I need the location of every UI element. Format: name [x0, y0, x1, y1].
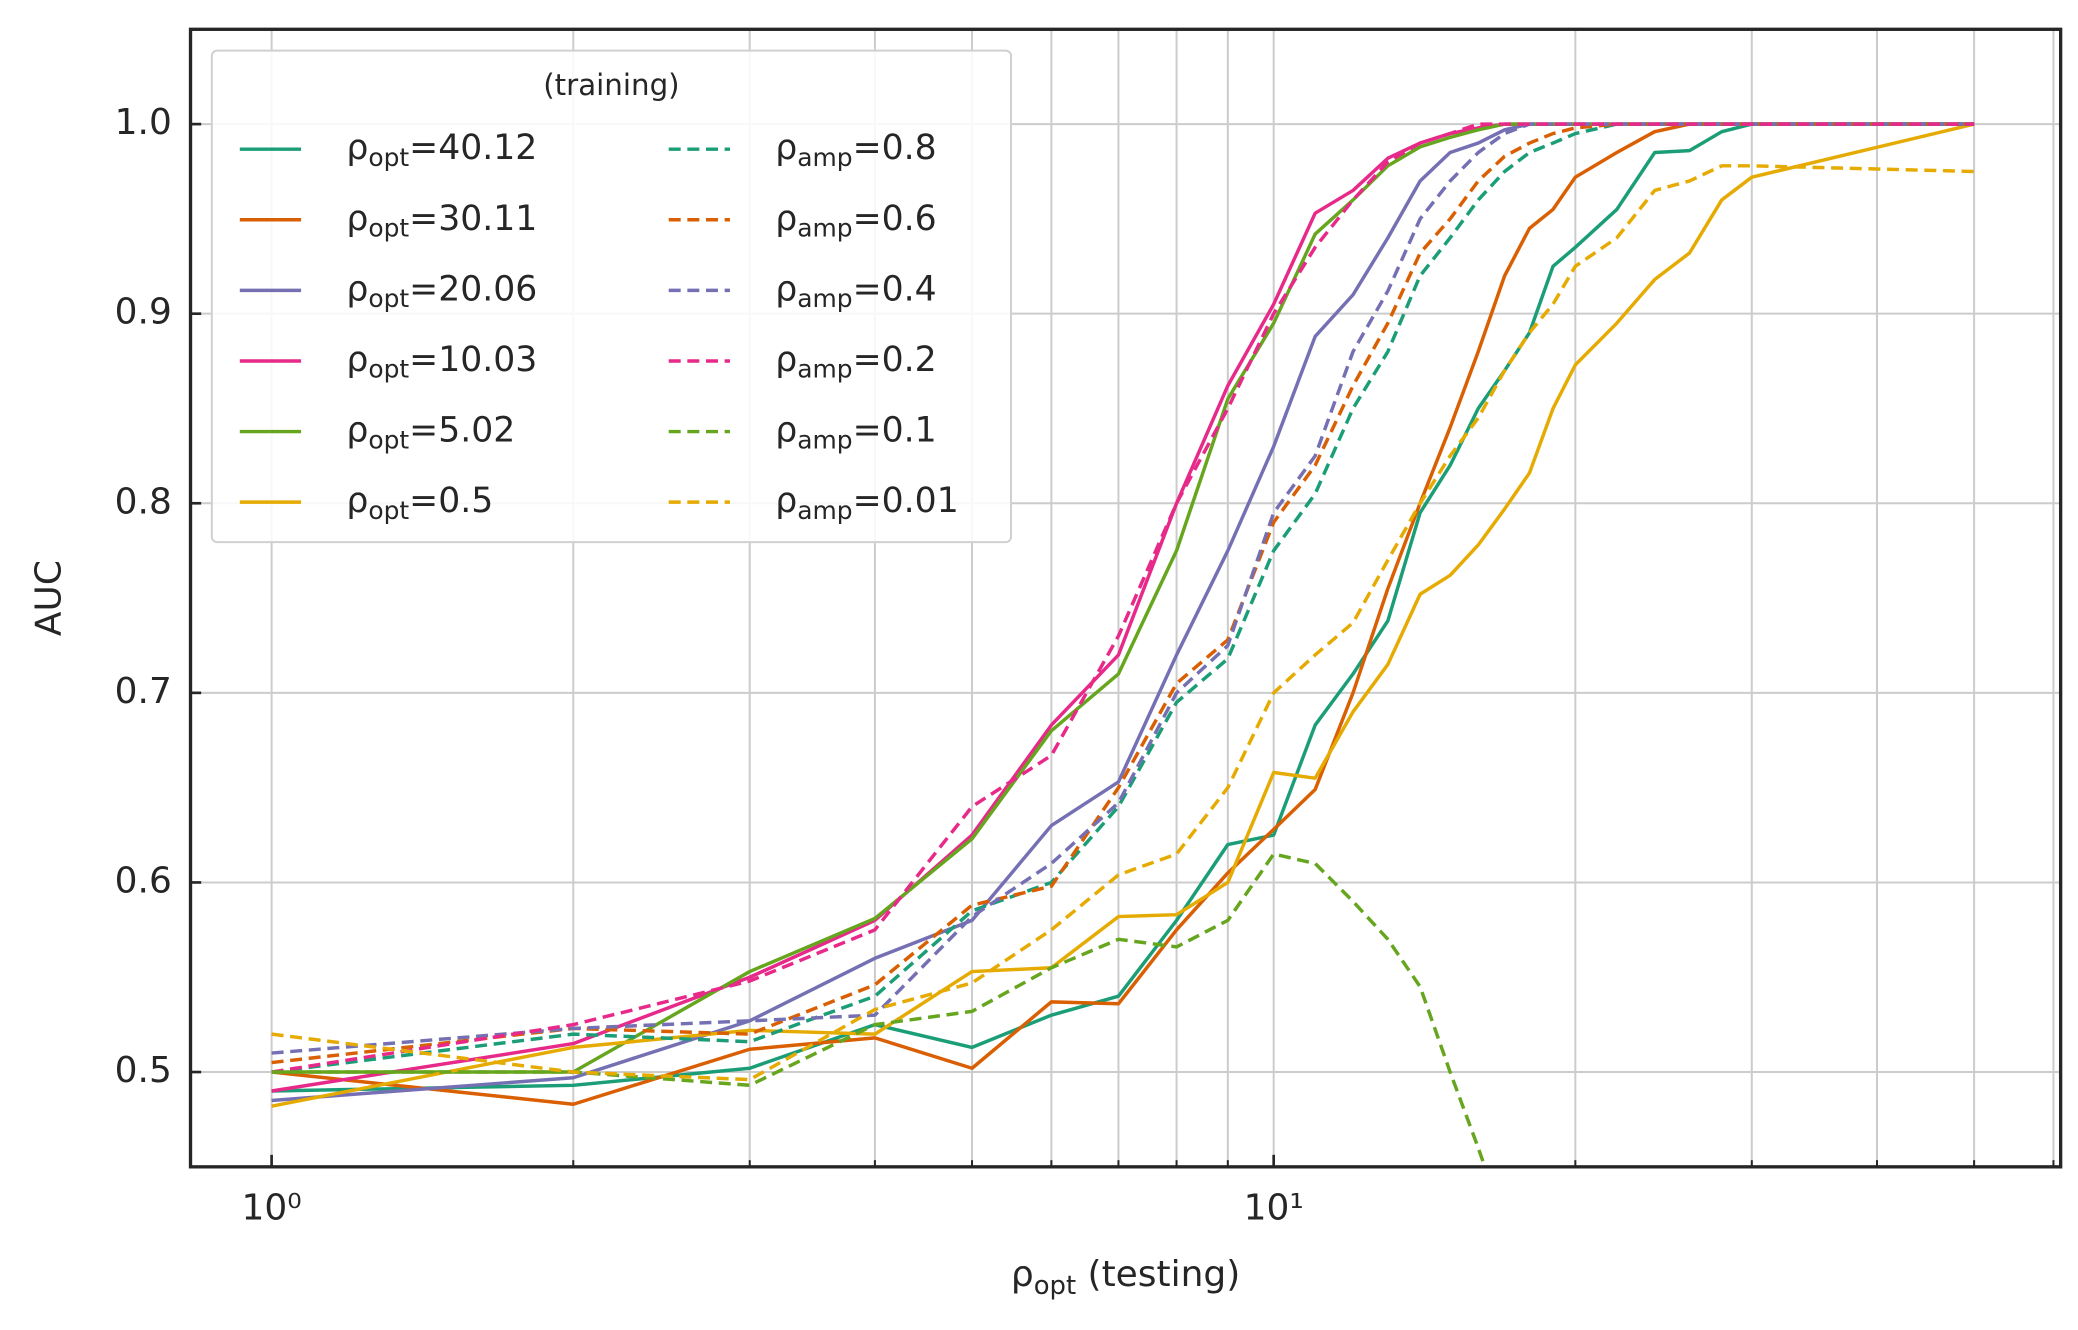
series-line — [271, 122, 1975, 1106]
legend-title: (training) — [543, 68, 679, 102]
series-line — [271, 122, 1975, 1108]
y-axis-label: AUC — [29, 560, 70, 636]
y-tick-label: 0.6 — [115, 860, 172, 901]
series-line — [271, 122, 1975, 1065]
y-tick-label: 0.5 — [115, 1050, 172, 1091]
series-line — [271, 122, 1975, 1093]
y-tick-label: 0.8 — [115, 481, 172, 522]
legend-box — [210, 49, 1013, 544]
legend: (training) ρopt=40.12ρopt=30.11ρopt=20.0… — [210, 49, 1013, 544]
legend-label: ρopt=5.02 — [346, 411, 515, 455]
plot-frame — [188, 27, 2063, 1169]
series-line — [271, 122, 1975, 1055]
y-tick-label: 1.0 — [115, 102, 172, 143]
series-line — [271, 164, 1975, 1082]
series-line — [271, 122, 1975, 1074]
x-tick-label: 10¹ — [1244, 1187, 1304, 1228]
series-line — [271, 852, 1487, 1167]
ticks: 0.5 0.6 0.7 0.8 0.9 1.0 10⁰ 10¹ — [115, 102, 2055, 1228]
y-tick-label: 0.9 — [115, 292, 172, 333]
x-tick-label: 10⁰ — [242, 1187, 302, 1228]
y-tick-label: 0.7 — [115, 671, 172, 712]
x-axis-label: ρopt (testing) — [1011, 1254, 1240, 1301]
legend-label: ρopt=40.12 — [346, 128, 537, 172]
legend-label: ρamp=0.01 — [775, 481, 958, 525]
lines — [271, 122, 1975, 1167]
